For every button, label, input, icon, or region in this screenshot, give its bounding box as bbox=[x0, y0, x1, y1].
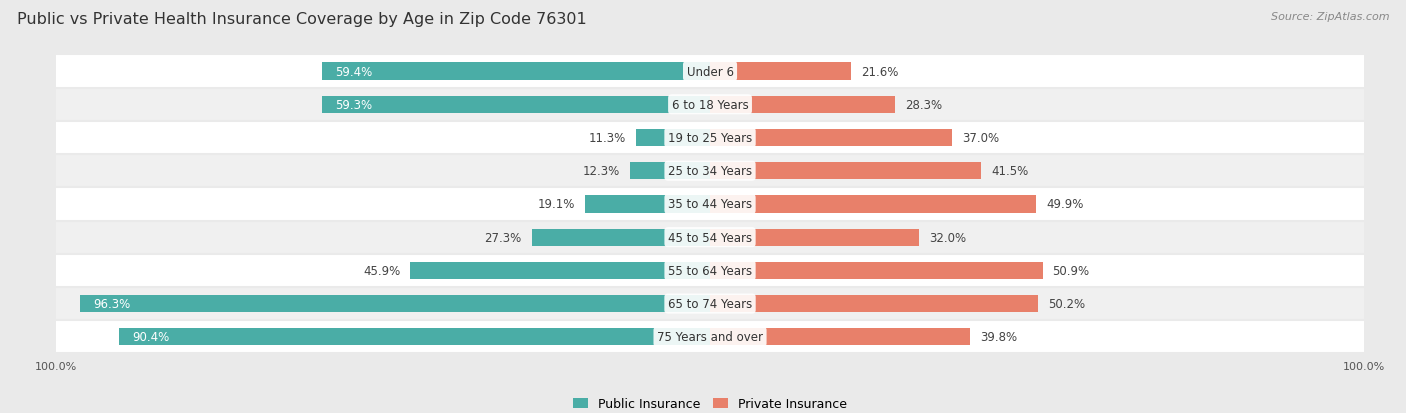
Text: 49.9%: 49.9% bbox=[1046, 198, 1084, 211]
Text: 55 to 64 Years: 55 to 64 Years bbox=[668, 264, 752, 277]
Bar bbox=[630, 163, 710, 180]
Bar bbox=[56, 221, 1364, 254]
Text: 50.9%: 50.9% bbox=[1053, 264, 1090, 277]
Bar bbox=[585, 196, 710, 213]
Bar bbox=[710, 295, 1038, 313]
Bar bbox=[710, 229, 920, 246]
Bar bbox=[56, 287, 1364, 320]
Bar bbox=[120, 328, 710, 346]
Text: 35 to 44 Years: 35 to 44 Years bbox=[668, 198, 752, 211]
Bar bbox=[710, 63, 851, 81]
Bar bbox=[322, 96, 710, 114]
Text: Source: ZipAtlas.com: Source: ZipAtlas.com bbox=[1271, 12, 1389, 22]
Bar bbox=[56, 55, 1364, 88]
Bar bbox=[80, 295, 710, 313]
Bar bbox=[56, 155, 1364, 188]
Text: 19 to 25 Years: 19 to 25 Years bbox=[668, 132, 752, 145]
Text: 90.4%: 90.4% bbox=[132, 330, 169, 344]
Bar bbox=[56, 320, 1364, 354]
Text: 19.1%: 19.1% bbox=[538, 198, 575, 211]
Text: 21.6%: 21.6% bbox=[860, 65, 898, 78]
Bar bbox=[531, 229, 710, 246]
Text: 32.0%: 32.0% bbox=[929, 231, 966, 244]
Bar bbox=[411, 262, 710, 279]
Bar bbox=[710, 328, 970, 346]
Bar bbox=[56, 188, 1364, 221]
Legend: Public Insurance, Private Insurance: Public Insurance, Private Insurance bbox=[568, 392, 852, 413]
Bar bbox=[710, 262, 1043, 279]
Bar bbox=[56, 88, 1364, 121]
Bar bbox=[710, 96, 896, 114]
Bar bbox=[710, 196, 1036, 213]
Bar bbox=[710, 130, 952, 147]
Text: 59.3%: 59.3% bbox=[336, 99, 373, 112]
Text: 41.5%: 41.5% bbox=[991, 165, 1028, 178]
Text: 75 Years and over: 75 Years and over bbox=[657, 330, 763, 344]
Text: Public vs Private Health Insurance Coverage by Age in Zip Code 76301: Public vs Private Health Insurance Cover… bbox=[17, 12, 586, 27]
Bar bbox=[710, 163, 981, 180]
Text: 45 to 54 Years: 45 to 54 Years bbox=[668, 231, 752, 244]
Text: 59.4%: 59.4% bbox=[335, 65, 373, 78]
Text: 37.0%: 37.0% bbox=[962, 132, 998, 145]
Bar bbox=[56, 254, 1364, 287]
Text: 12.3%: 12.3% bbox=[582, 165, 620, 178]
Text: 25 to 34 Years: 25 to 34 Years bbox=[668, 165, 752, 178]
Text: 27.3%: 27.3% bbox=[485, 231, 522, 244]
Text: 28.3%: 28.3% bbox=[905, 99, 942, 112]
Text: 96.3%: 96.3% bbox=[94, 297, 131, 310]
Text: 65 to 74 Years: 65 to 74 Years bbox=[668, 297, 752, 310]
Bar bbox=[322, 63, 710, 81]
Text: Under 6: Under 6 bbox=[686, 65, 734, 78]
Text: 11.3%: 11.3% bbox=[589, 132, 626, 145]
Text: 45.9%: 45.9% bbox=[363, 264, 401, 277]
Text: 39.8%: 39.8% bbox=[980, 330, 1017, 344]
Bar bbox=[56, 121, 1364, 155]
Bar bbox=[636, 130, 710, 147]
Text: 50.2%: 50.2% bbox=[1047, 297, 1085, 310]
Text: 6 to 18 Years: 6 to 18 Years bbox=[672, 99, 748, 112]
